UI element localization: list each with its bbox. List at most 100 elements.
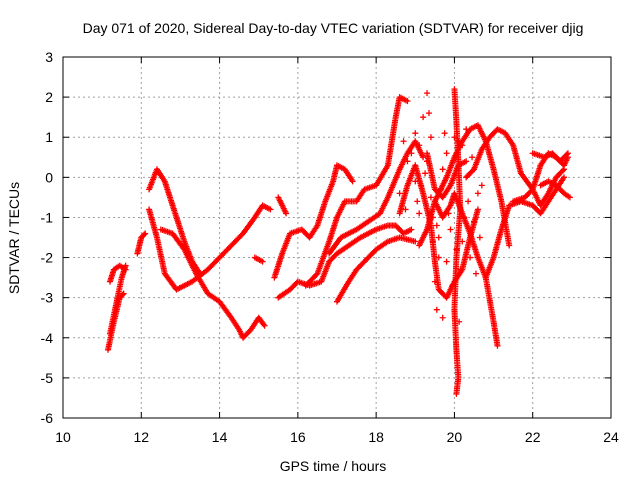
data-point <box>412 178 419 185</box>
series-track-11 <box>275 222 415 301</box>
x-tick-label: 10 <box>55 429 71 445</box>
data-point <box>459 238 466 245</box>
data-point <box>412 238 419 245</box>
data-point <box>260 321 267 328</box>
data-point <box>465 198 472 205</box>
data-point <box>141 231 148 238</box>
data-point <box>506 242 513 249</box>
data-point <box>443 258 450 265</box>
data-point <box>267 206 274 213</box>
data-point <box>433 306 440 313</box>
data-point <box>412 130 419 137</box>
y-tick-label: -4 <box>41 330 54 346</box>
data-point <box>427 134 434 141</box>
series-track-24 <box>537 178 573 201</box>
y-tick-label: 0 <box>45 169 53 185</box>
series-track-23 <box>529 150 571 165</box>
data-point <box>433 222 440 229</box>
data-point <box>120 290 127 297</box>
data-point <box>422 170 429 177</box>
plot-frame <box>62 56 612 419</box>
series-track-8 <box>251 254 266 265</box>
data-point <box>404 98 411 105</box>
series-track-12 <box>302 94 411 289</box>
data-point <box>471 218 477 225</box>
series-track-4 <box>134 230 149 257</box>
data-point <box>564 150 571 157</box>
x-axis-label: GPS time / hours <box>280 458 387 474</box>
y-tick-label: -6 <box>41 410 54 426</box>
x-tick-label: 16 <box>290 429 306 445</box>
data-point <box>261 322 268 329</box>
y-tick-label: 1 <box>45 129 53 145</box>
x-tick-label: 22 <box>525 429 541 445</box>
scatter-points <box>396 90 485 325</box>
series-track-20 <box>463 126 568 209</box>
data-point <box>429 214 436 221</box>
data-point <box>429 238 436 245</box>
data-point <box>427 194 434 201</box>
data-point <box>467 254 474 261</box>
data-point <box>449 282 456 289</box>
data-point <box>396 190 403 197</box>
y-tick-label: -3 <box>41 290 54 306</box>
y-tick-label: -2 <box>41 250 54 266</box>
data-point <box>494 342 501 349</box>
series-track-18 <box>431 190 501 349</box>
data-point <box>414 198 421 205</box>
data-point <box>471 166 477 173</box>
y-tick-label: -5 <box>41 370 54 386</box>
data-point <box>469 154 476 161</box>
data-point <box>142 230 149 237</box>
chart-title: Day 071 of 2020, Sidereal Day-to-day VTE… <box>83 20 584 36</box>
data-point <box>566 194 573 201</box>
gridlines <box>63 57 611 418</box>
series-track-7 <box>157 226 268 341</box>
data-point <box>283 210 290 217</box>
y-tick-label: -1 <box>41 209 54 225</box>
data-marks <box>105 86 573 397</box>
data-point <box>474 206 481 213</box>
data-point <box>456 318 463 325</box>
data-point <box>408 226 415 233</box>
y-axis-label: SDTVAR / TECUs <box>6 182 22 294</box>
data-point <box>408 150 415 157</box>
series-track-9 <box>275 194 290 217</box>
data-point <box>437 186 444 193</box>
data-point <box>457 266 464 273</box>
data-point <box>435 254 442 261</box>
data-point <box>478 182 485 189</box>
data-point <box>424 158 431 165</box>
data-point <box>463 158 470 165</box>
data-point <box>400 138 407 145</box>
series-track-10 <box>271 162 356 281</box>
series-track-13 <box>326 138 427 257</box>
data-point <box>402 206 409 213</box>
data-point <box>451 134 458 141</box>
data-point <box>445 210 452 217</box>
data-point <box>461 214 468 221</box>
data-point <box>453 390 460 397</box>
data-point <box>122 262 129 269</box>
x-tick-label: 18 <box>368 429 384 445</box>
data-point <box>418 182 425 189</box>
data-point <box>463 126 470 133</box>
data-point <box>441 130 448 137</box>
series-track-2 <box>106 262 129 285</box>
data-point <box>439 314 446 321</box>
data-point <box>420 114 427 121</box>
data-point <box>453 246 460 253</box>
series-track-16 <box>424 150 470 201</box>
data-point <box>476 234 483 241</box>
data-point <box>455 138 462 145</box>
data-point <box>435 234 442 241</box>
data-point <box>425 110 432 117</box>
series-track-21 <box>482 174 568 281</box>
x-tick-label: 24 <box>603 429 619 445</box>
data-point <box>349 178 356 185</box>
data-point <box>459 142 466 149</box>
data-point <box>447 226 454 233</box>
x-tick-label: 20 <box>447 429 463 445</box>
